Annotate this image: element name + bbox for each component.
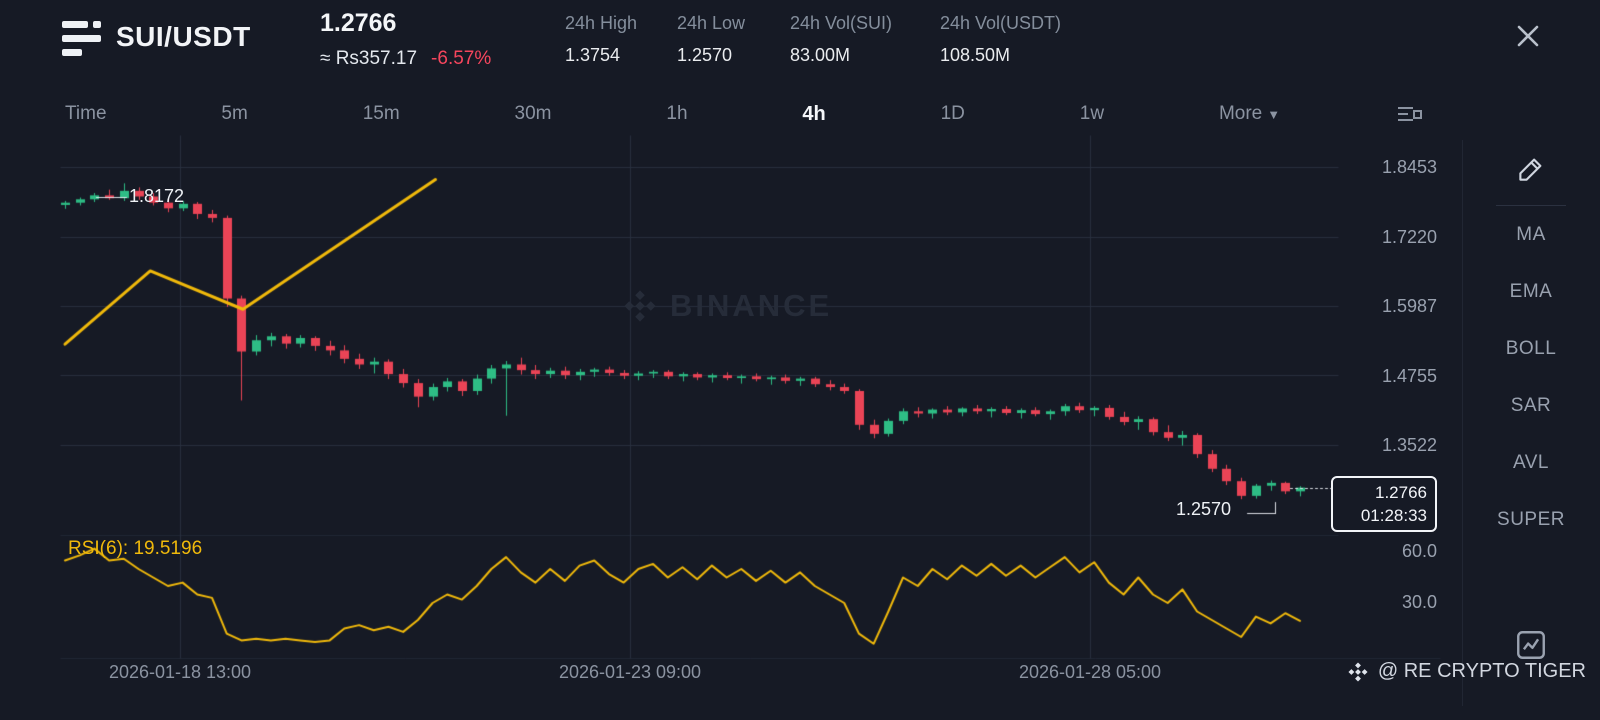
binance-logo-icon bbox=[1348, 661, 1368, 682]
stat-24h-vol-usdt: 24h Vol(USDT) 108.50M bbox=[940, 13, 1061, 66]
sidebar-divider bbox=[1462, 140, 1463, 706]
tab-1d[interactable]: 1D bbox=[940, 103, 965, 124]
indicator-ema[interactable]: EMA bbox=[1509, 280, 1553, 302]
candle-countdown: 01:28:33 bbox=[1360, 505, 1427, 525]
tab-more[interactable]: More ▼ bbox=[1218, 103, 1281, 124]
indicator-super[interactable]: SUPER bbox=[1497, 508, 1565, 530]
stat-value: 1.3754 bbox=[565, 45, 621, 65]
tab-4h-active[interactable]: 4h bbox=[802, 102, 826, 125]
high-price-marker: 1.8172 bbox=[129, 186, 185, 206]
rsi-axis-tick: 60.0 bbox=[1401, 541, 1437, 561]
draw-pencil-icon[interactable] bbox=[1516, 154, 1546, 189]
x-axis-tick: 2026-01-18 13:00 bbox=[108, 662, 252, 682]
sidebar-divider bbox=[1496, 205, 1566, 206]
tab-15m[interactable]: 15m bbox=[362, 103, 400, 124]
watermark-text: BINANCE bbox=[670, 288, 833, 323]
x-axis-tick: 2026-01-28 05:00 bbox=[1018, 662, 1162, 682]
app-logo-icon[interactable] bbox=[62, 20, 102, 58]
stat-label: 24h Low bbox=[677, 13, 746, 33]
close-icon[interactable] bbox=[1514, 22, 1544, 52]
price-rsi-chart-canvas[interactable] bbox=[0, 135, 1600, 660]
stat-value: 83.00M bbox=[790, 45, 851, 65]
chart-settings-icon[interactable] bbox=[1395, 102, 1423, 126]
credit-badge: @ RE CRYPTO TIGER bbox=[1347, 660, 1586, 683]
price-subrow: ≈ Rs357.17 -6.57% bbox=[320, 48, 491, 70]
last-price-box: 1.2766 01:28:33 bbox=[1331, 476, 1437, 532]
fiat-price: ≈ Rs357.17 bbox=[320, 48, 418, 69]
chevron-down-icon: ▼ bbox=[1267, 106, 1281, 122]
indicator-avl[interactable]: AVL bbox=[1512, 451, 1549, 473]
stat-label: 24h Vol(SUI) bbox=[790, 13, 893, 33]
binance-watermark: BINANCE bbox=[622, 288, 832, 324]
indicator-boll[interactable]: BOLL bbox=[1505, 337, 1557, 359]
low-price-marker: 1.2570 bbox=[1176, 499, 1232, 519]
change-percent: -6.57% bbox=[431, 48, 492, 69]
chart-stats-icon[interactable] bbox=[1514, 628, 1548, 667]
tab-1h[interactable]: 1h bbox=[666, 103, 688, 124]
tab-30m[interactable]: 30m bbox=[514, 103, 552, 124]
rsi-axis-tick: 30.0 bbox=[1401, 592, 1437, 612]
y-axis-tick: 1.4755 bbox=[1381, 366, 1437, 386]
stat-value: 1.2570 bbox=[677, 45, 733, 65]
y-axis-tick: 1.8453 bbox=[1381, 157, 1437, 177]
stat-label: 24h High bbox=[565, 13, 638, 33]
binance-logo-icon bbox=[624, 290, 656, 322]
indicator-sidebar: MA EMA BOLL SAR AVL SUPER bbox=[1464, 138, 1598, 713]
tab-time[interactable]: Time bbox=[65, 103, 107, 124]
stat-label: 24h Vol(USDT) bbox=[940, 13, 1062, 33]
y-axis-tick: 1.5987 bbox=[1381, 296, 1437, 316]
stat-24h-high: 24h High 1.3754 bbox=[565, 13, 637, 66]
last-price-value: 1.2766 bbox=[1375, 482, 1427, 502]
stat-value: 108.50M bbox=[940, 45, 1011, 65]
timeframe-bar: Time 5m 15m 30m 1h 4h 1D 1w More ▼ bbox=[65, 95, 1423, 133]
tab-5m[interactable]: 5m bbox=[221, 103, 248, 124]
last-price: 1.2766 bbox=[320, 9, 397, 37]
credit-text: @ RE CRYPTO TIGER bbox=[1377, 660, 1586, 682]
pair-title: SUI/USDT bbox=[116, 21, 251, 52]
indicator-ma[interactable]: MA bbox=[1516, 223, 1546, 245]
y-axis-tick: 1.7220 bbox=[1381, 227, 1437, 247]
y-axis-tick: 1.3522 bbox=[1381, 435, 1437, 455]
x-axis-tick: 2026-01-23 09:00 bbox=[558, 662, 702, 682]
rsi-indicator-label: RSI(6): 19.5196 bbox=[68, 538, 203, 559]
stat-24h-vol-sui: 24h Vol(SUI) 83.00M bbox=[790, 13, 892, 66]
tab-1w[interactable]: 1w bbox=[1079, 103, 1105, 124]
stat-24h-low: 24h Low 1.2570 bbox=[677, 13, 745, 66]
indicator-sar[interactable]: SAR bbox=[1510, 394, 1552, 416]
